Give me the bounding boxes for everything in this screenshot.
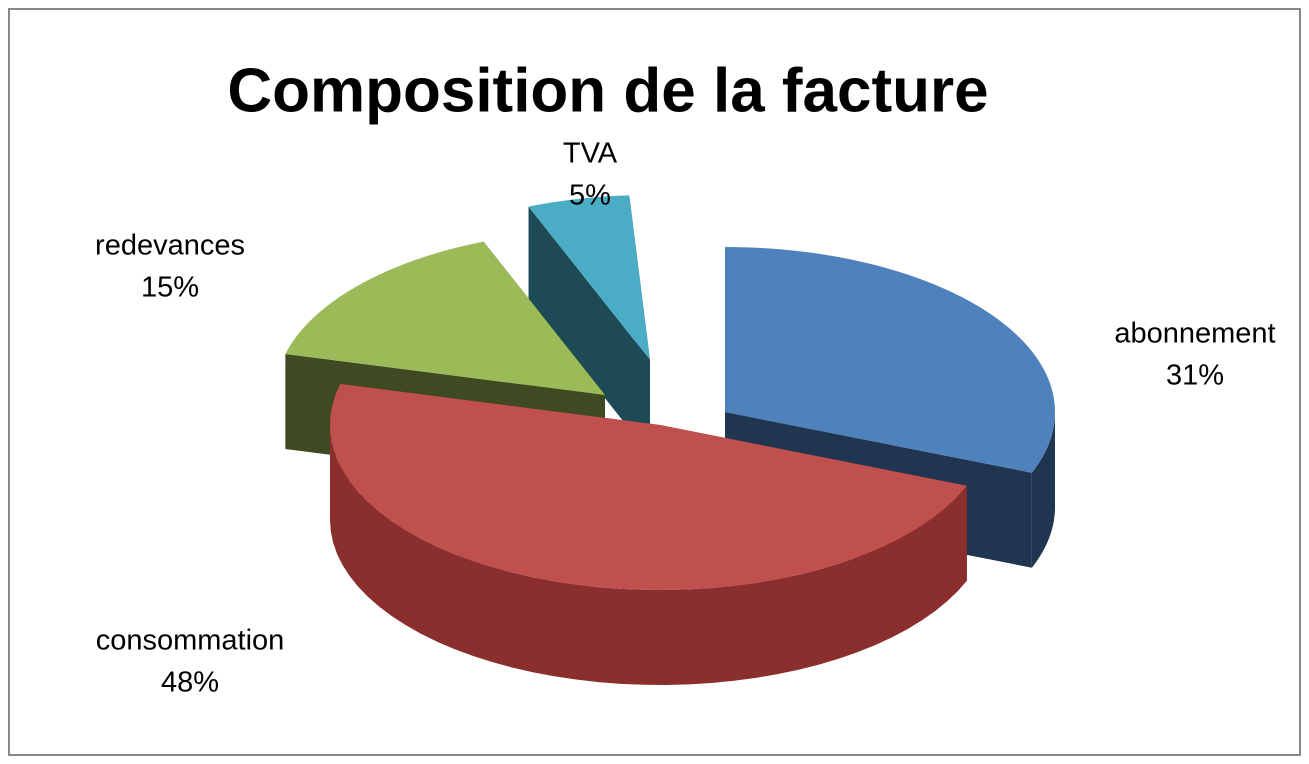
data-label-name: TVA [563,138,618,170]
slice-top [725,247,1055,473]
data-label-name: abonnement [1114,318,1275,350]
pie-slice [528,195,650,455]
slice-top [330,383,967,590]
slice-top [285,241,605,395]
data-label-value: 48% [161,667,219,699]
data-label-name: consommation [96,625,285,657]
data-label-name: redevances [95,230,245,262]
slice-wall [330,425,967,685]
slice-top [528,195,650,360]
data-label-value: 15% [141,272,199,304]
data-label-value: 31% [1166,360,1224,392]
slice-wall [1031,412,1055,568]
pie-slice [330,383,967,685]
data-label-value: 5% [569,180,611,212]
chart-title: Composition de la facture [227,56,988,125]
slice-side [528,206,650,455]
